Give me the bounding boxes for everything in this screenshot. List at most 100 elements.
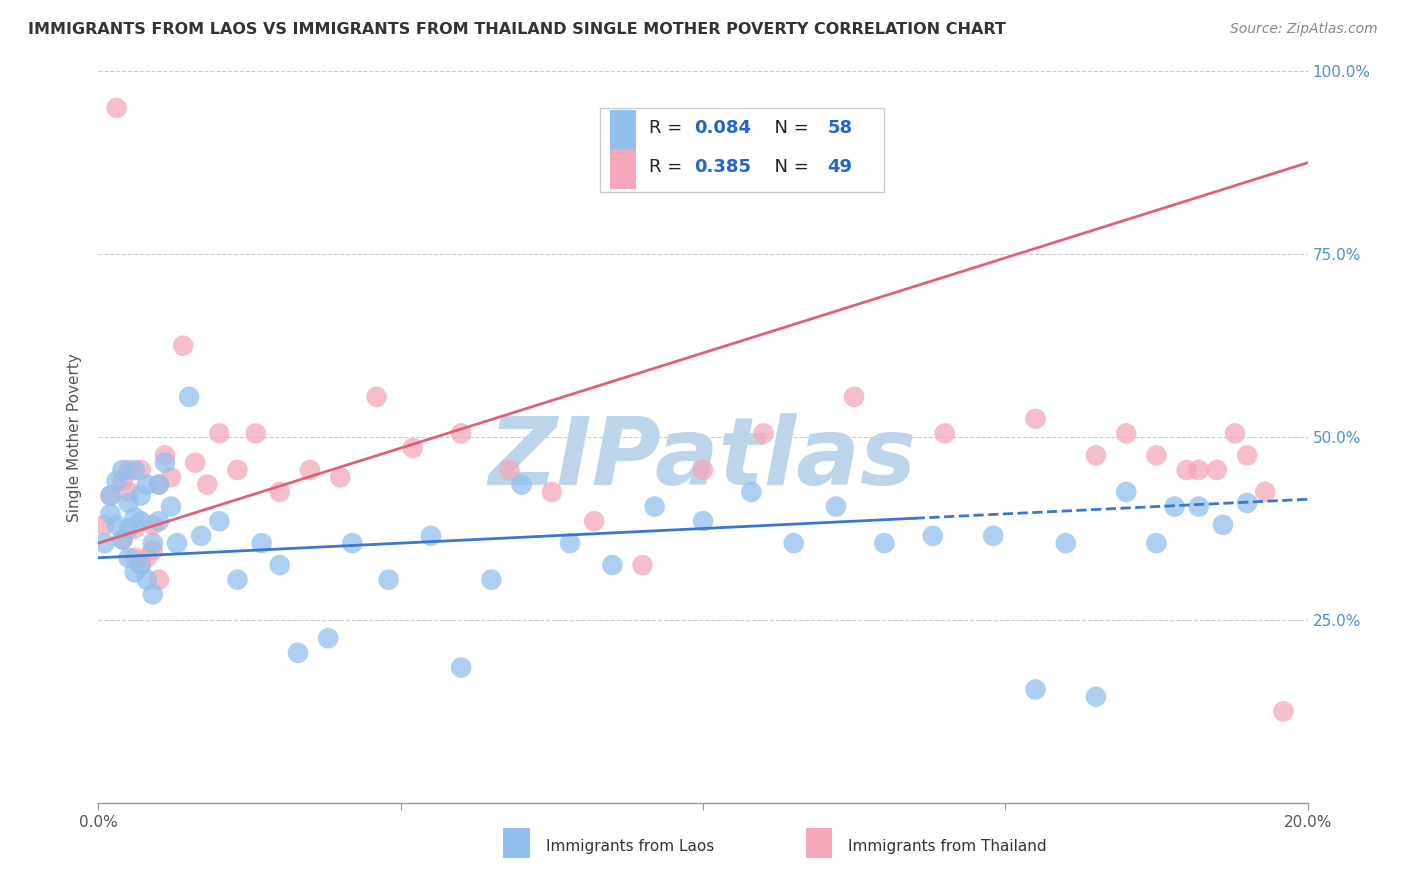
Point xyxy=(135,477,157,491)
Point xyxy=(129,558,152,573)
Point xyxy=(118,521,141,535)
Point xyxy=(153,456,176,470)
FancyBboxPatch shape xyxy=(610,149,637,189)
Point xyxy=(481,573,503,587)
Point xyxy=(129,514,152,528)
Point xyxy=(166,536,188,550)
Point xyxy=(752,426,775,441)
Point xyxy=(93,517,115,532)
Point xyxy=(148,573,170,587)
Point xyxy=(153,448,176,462)
Point xyxy=(1054,536,1077,550)
Text: N =: N = xyxy=(763,119,815,136)
Point xyxy=(1223,426,1246,441)
Point xyxy=(631,558,654,573)
Text: 49: 49 xyxy=(828,159,852,177)
Point xyxy=(250,536,273,550)
Point xyxy=(692,514,714,528)
Point xyxy=(844,390,866,404)
Point xyxy=(172,338,194,352)
Point xyxy=(124,463,146,477)
Point xyxy=(118,463,141,477)
Point xyxy=(118,485,141,500)
Text: ZIPatlas: ZIPatlas xyxy=(489,413,917,505)
Point xyxy=(1236,448,1258,462)
Point xyxy=(366,390,388,404)
Point xyxy=(329,470,352,484)
Point xyxy=(1272,705,1295,719)
Point xyxy=(1188,500,1211,514)
Text: R =: R = xyxy=(648,159,688,177)
Point xyxy=(1175,463,1198,477)
Point xyxy=(184,456,207,470)
Point xyxy=(558,536,581,550)
FancyBboxPatch shape xyxy=(806,829,832,858)
Point xyxy=(1085,690,1108,704)
Text: IMMIGRANTS FROM LAOS VS IMMIGRANTS FROM THAILAND SINGLE MOTHER POVERTY CORRELATI: IMMIGRANTS FROM LAOS VS IMMIGRANTS FROM … xyxy=(28,22,1007,37)
Point xyxy=(148,477,170,491)
Point xyxy=(498,463,520,477)
Point xyxy=(124,566,146,580)
Point xyxy=(602,558,624,573)
Point xyxy=(111,533,134,547)
Point xyxy=(105,101,128,115)
Point xyxy=(124,550,146,565)
Text: R =: R = xyxy=(648,119,688,136)
Point xyxy=(1206,463,1229,477)
Point xyxy=(783,536,806,550)
Point xyxy=(160,470,183,484)
Point xyxy=(316,632,339,646)
Point xyxy=(1254,485,1277,500)
Point xyxy=(825,500,848,514)
Point xyxy=(510,477,533,491)
Point xyxy=(179,390,201,404)
Point xyxy=(692,463,714,477)
Point xyxy=(245,426,267,441)
Text: 58: 58 xyxy=(828,119,852,136)
Point xyxy=(208,426,231,441)
FancyBboxPatch shape xyxy=(610,110,637,150)
Point xyxy=(160,500,183,514)
Point xyxy=(934,426,956,441)
Point xyxy=(142,587,165,601)
Point xyxy=(118,496,141,510)
Point xyxy=(981,529,1004,543)
Point xyxy=(540,485,562,500)
Point xyxy=(377,573,399,587)
Point xyxy=(129,489,152,503)
Point xyxy=(1144,448,1167,462)
Point xyxy=(111,533,134,547)
Point xyxy=(142,517,165,532)
Point xyxy=(269,485,291,500)
Point xyxy=(1115,426,1137,441)
Point xyxy=(921,529,943,543)
Point xyxy=(148,514,170,528)
Point xyxy=(402,441,425,455)
Point xyxy=(129,463,152,477)
Text: Source: ZipAtlas.com: Source: ZipAtlas.com xyxy=(1230,22,1378,37)
Point xyxy=(1188,463,1211,477)
Point xyxy=(111,474,134,488)
Point xyxy=(142,543,165,558)
Point xyxy=(1163,500,1185,514)
Text: 0.385: 0.385 xyxy=(695,159,752,177)
Point xyxy=(1024,412,1046,426)
Point xyxy=(226,573,249,587)
Point xyxy=(135,550,157,565)
Point xyxy=(226,463,249,477)
Point xyxy=(124,510,146,524)
Point xyxy=(100,489,122,503)
Point xyxy=(287,646,309,660)
Point xyxy=(195,477,218,491)
Point xyxy=(450,660,472,674)
Point xyxy=(740,485,762,500)
Point xyxy=(1024,682,1046,697)
Point xyxy=(644,500,666,514)
Point xyxy=(142,536,165,550)
Point xyxy=(135,573,157,587)
Point xyxy=(93,536,115,550)
Point xyxy=(1212,517,1234,532)
Point xyxy=(873,536,896,550)
Text: N =: N = xyxy=(763,159,815,177)
Point xyxy=(269,558,291,573)
